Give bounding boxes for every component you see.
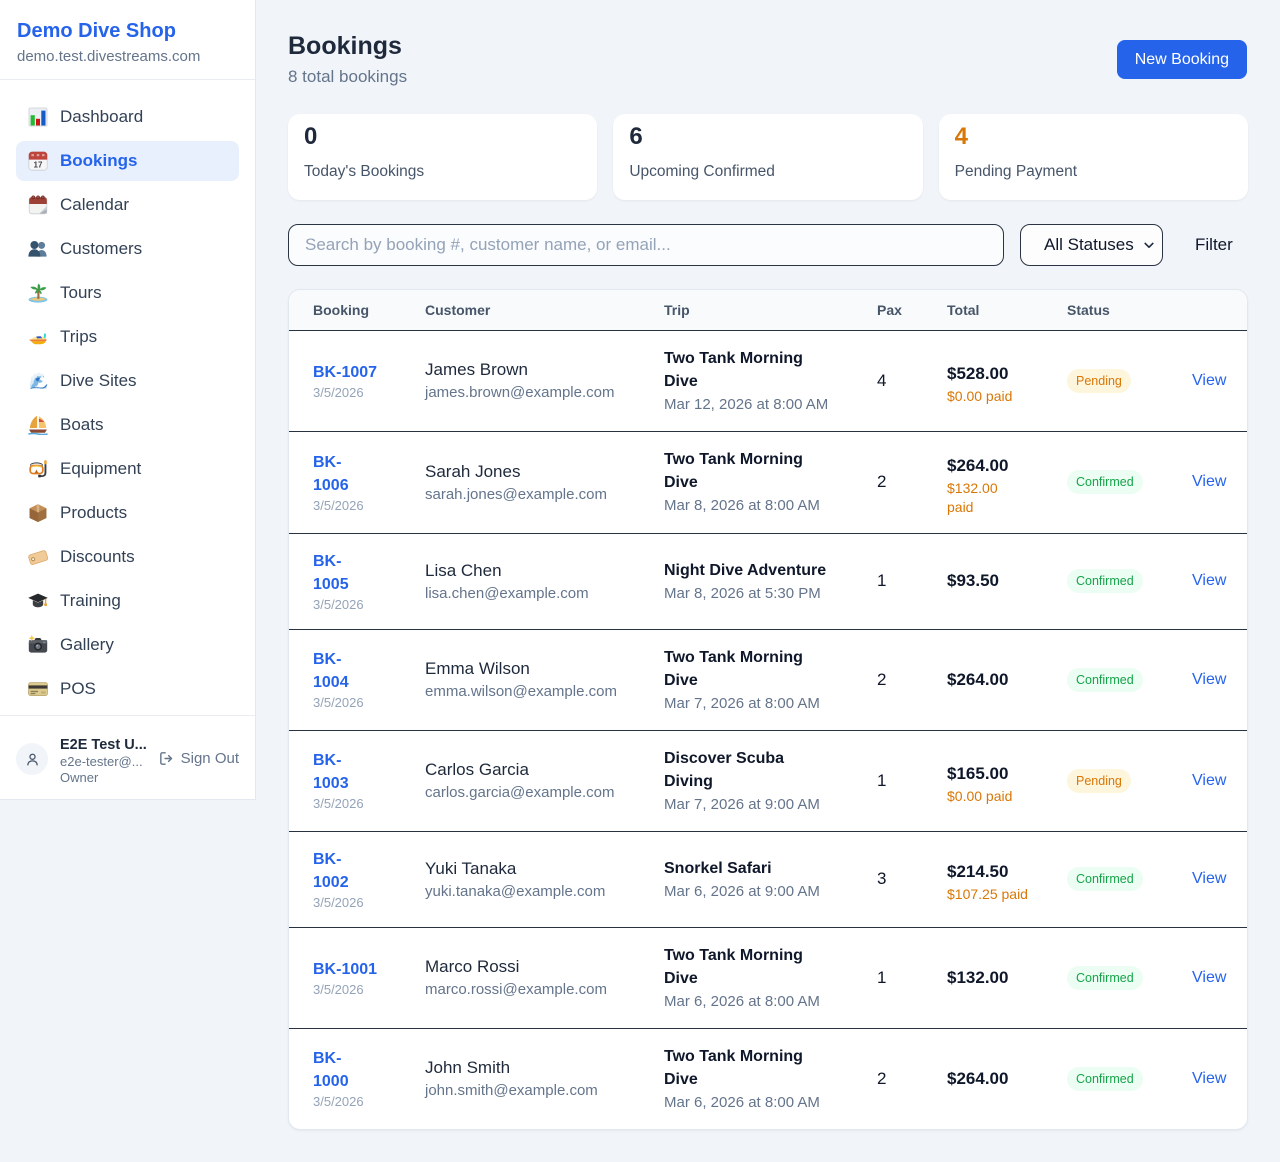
svg-text:17: 17 bbox=[34, 160, 43, 169]
